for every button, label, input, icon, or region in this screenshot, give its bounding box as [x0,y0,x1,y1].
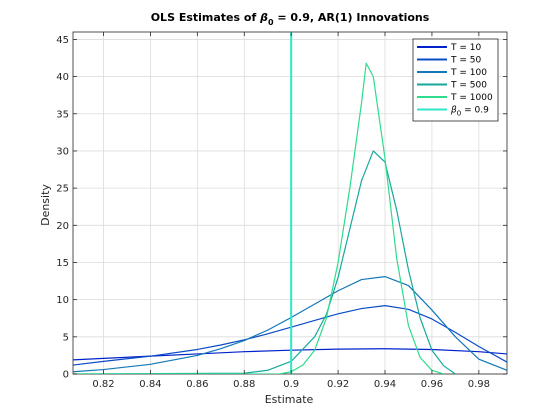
y-tick-label: 15 [56,258,69,269]
title-main: OLS Estimates of [151,11,260,24]
plot-area-frame [72,31,508,375]
legend-beta: β [450,106,457,116]
series-line-4 [73,62,444,374]
y-tick-label: 30 [56,146,69,157]
legend-label: T = 100 [450,68,487,78]
legend: T = 10 T = 50 T = 100 T = 500 T = 1000 β0 = 0… [412,38,499,122]
axis-ticks: 0.82 0.84 0.86 0.88 0.9 0.92 0.94 0.96 0.98 0 5 10 1… [56,32,507,390]
y-tick-label: 20 [56,221,69,232]
legend-label: T = 50 [450,56,481,66]
series-line-3 [73,150,456,374]
y-tick-label: 25 [56,184,69,195]
y-tick-label: 40 [56,72,69,83]
x-tick-label: 0.86 [186,379,208,390]
legend-subscript: 0 [457,110,461,118]
x-tick-label: 0.9 [283,379,299,390]
x-tick-label: 0.98 [468,379,490,390]
x-tick-label: 0.94 [374,379,396,390]
y-tick-label: 5 [63,332,69,343]
x-tick-label: 0.82 [92,379,114,390]
title-subscript: 0 [268,18,274,27]
x-tick-label: 0.92 [327,379,349,390]
x-axis-label: Estimate [265,393,314,406]
legend-label: T = 1000 [450,93,493,103]
y-tick-label: 10 [56,295,69,306]
x-tick-label: 0.84 [139,379,161,390]
title-tail: = 0.9, AR(1) Innovations [274,11,430,24]
y-tick-label: 45 [56,35,69,46]
y-tick-label: 35 [56,109,69,120]
legend-label: T = 500 [450,81,487,91]
series-lines [73,32,507,374]
legend-label: β0 = 0.9 [450,106,489,118]
legend-label: T = 10 [450,43,481,53]
chart-title: OLS Estimates of β0 = 0.9, AR(1) Innovat… [151,11,430,27]
y-axis-label: Density [39,184,52,226]
series-line-1 [73,305,507,366]
legend-box [412,38,499,122]
x-tick-label: 0.88 [233,379,255,390]
series-line-2 [73,276,507,373]
title-beta: β [259,11,268,24]
x-tick-label: 0.96 [421,379,443,390]
y-tick-label: 0 [63,370,69,381]
legend-tail: = 0.9 [461,106,489,116]
